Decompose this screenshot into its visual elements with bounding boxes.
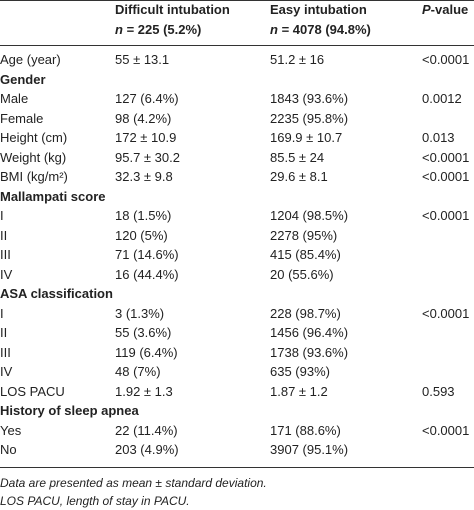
cell-difficult: 55 (3.6%)	[115, 325, 172, 340]
cell-easy: 228 (98.7%)	[270, 305, 341, 321]
table-row: I 3 (1.3%) 228 (98.7%) <0.0001	[0, 304, 474, 324]
section-label: Gender	[0, 71, 46, 87]
section-label: Mallampati score	[0, 188, 106, 204]
cell-easy: 169.9 ± 10.7	[270, 130, 343, 145]
cell-difficult: 98 (4.2%)	[115, 110, 172, 126]
cell-difficult: 71 (14.6%)	[115, 247, 179, 262]
cell-p-value: <0.0001	[422, 169, 470, 184]
cell-easy: 1204 (98.5%)	[270, 208, 349, 223]
row-label: Age (year)	[0, 52, 61, 67]
cell-easy: 51.2 ± 16	[270, 52, 325, 67]
cell-easy: 85.5 ± 24	[270, 149, 325, 165]
cell-difficult: 3 (1.3%)	[115, 305, 165, 321]
cell-difficult: 18 (1.5%)	[115, 208, 172, 223]
header-easy-count: n = 4078 (94.8%)	[270, 22, 371, 37]
row-label: II	[0, 325, 8, 340]
header-difficult-title: Difficult intubation	[115, 2, 230, 17]
cell-p-value: <0.0001	[422, 305, 470, 321]
cell-easy: 20 (55.6%)	[270, 266, 334, 282]
table-row: Age (year) 55 ± 13.1 51.2 ± 16 <0.0001	[0, 50, 474, 70]
cell-easy: 1738 (93.6%)	[270, 344, 349, 360]
section-label: ASA classification	[0, 286, 113, 301]
row-label: IV	[0, 266, 13, 282]
table-row: II 55 (3.6%) 1456 (96.4%)	[0, 323, 474, 343]
row-label: IV	[0, 364, 13, 379]
table-row: Male 127 (6.4%) 1843 (93.6%) 0.0012	[0, 89, 474, 109]
cell-difficult: 16 (44.4%)	[115, 266, 179, 282]
cell-p-value: 0.013	[422, 130, 455, 145]
cell-easy: 2278 (95%)	[270, 227, 338, 243]
cell-difficult: 119 (6.4%)	[115, 344, 178, 360]
row-label: Height (cm)	[0, 130, 68, 145]
row-label: LOS PACU	[0, 383, 65, 399]
cell-difficult: 95.7 ± 30.2	[115, 149, 180, 165]
row-label: I	[0, 305, 4, 321]
table-row: IV 48 (7%) 635 (93%)	[0, 362, 474, 382]
header-bottom-rule	[0, 45, 474, 46]
row-label: II	[0, 227, 8, 243]
cell-difficult: 203 (4.9%)	[115, 442, 179, 457]
section-header-row: History of sleep apnea	[0, 401, 474, 421]
section-header-row: ASA classification	[0, 284, 474, 304]
table-row: I 18 (1.5%) 1204 (98.5%) <0.0001	[0, 206, 474, 226]
header-easy-intubation: Easy intubation n = 4078 (94.8%)	[270, 0, 371, 40]
table-row: Weight (kg) 95.7 ± 30.2 85.5 ± 24 <0.0001	[0, 148, 474, 168]
row-label: III	[0, 247, 11, 262]
cell-easy: 1.87 ± 1.2	[270, 383, 328, 399]
cell-easy: 2235 (95.8%)	[270, 110, 349, 126]
cell-difficult: 1.92 ± 1.3	[115, 383, 173, 399]
header-easy-title: Easy intubation	[270, 2, 367, 17]
cell-easy: 1456 (96.4%)	[270, 325, 349, 340]
table-row: BMI (kg/m²) 32.3 ± 9.8 29.6 ± 8.1 <0.0001	[0, 167, 474, 187]
cell-easy: 171 (88.6%)	[270, 422, 341, 438]
table-row: III 119 (6.4%) 1738 (93.6%)	[0, 343, 474, 363]
cell-difficult: 55 ± 13.1	[115, 52, 170, 67]
table-row: Height (cm) 172 ± 10.9 169.9 ± 10.7 0.013	[0, 128, 474, 148]
table-row: III 71 (14.6%) 415 (85.4%)	[0, 245, 474, 265]
cell-difficult: 127 (6.4%)	[115, 91, 179, 106]
row-label: III	[0, 344, 11, 360]
table-row: Female 98 (4.2%) 2235 (95.8%)	[0, 109, 474, 129]
cell-easy: 3907 (95.1%)	[270, 442, 349, 457]
cell-p-value: <0.0001	[422, 422, 470, 438]
row-label: Weight (kg)	[0, 149, 67, 165]
cell-easy: 29.6 ± 8.1	[270, 169, 328, 184]
cell-easy: 415 (85.4%)	[270, 247, 341, 262]
table-row: II 120 (5%) 2278 (95%)	[0, 226, 474, 246]
cell-p-value: <0.0001	[422, 52, 470, 67]
cell-difficult: 48 (7%)	[115, 364, 161, 379]
footnote-mean-sd: Data are presented as mean ± standard de…	[0, 476, 267, 490]
row-label: BMI (kg/m²)	[0, 169, 68, 184]
cell-p-value: <0.0001	[422, 149, 470, 165]
row-label: I	[0, 208, 4, 223]
table-row: No 203 (4.9%) 3907 (95.1%)	[0, 440, 474, 460]
table-top-rule	[0, 0, 474, 1]
row-label: Female	[0, 110, 44, 126]
footnote-los-pacu: LOS PACU, length of stay in PACU.	[0, 494, 190, 508]
table-row: IV 16 (44.4%) 20 (55.6%)	[0, 265, 474, 285]
header-difficult-intubation: Difficult intubation n = 225 (5.2%)	[115, 0, 230, 40]
header-p-value: P-value	[422, 2, 469, 17]
cell-difficult: 120 (5%)	[115, 227, 168, 243]
table-row: Yes 22 (11.4%) 171 (88.6%) <0.0001	[0, 421, 474, 441]
section-label: History of sleep apnea	[0, 403, 139, 418]
cell-easy: 635 (93%)	[270, 364, 330, 379]
table-bottom-rule	[0, 467, 474, 468]
cell-p-value: <0.0001	[422, 208, 470, 223]
table-row: LOS PACU 1.92 ± 1.3 1.87 ± 1.2 0.593	[0, 382, 474, 402]
cell-difficult: 22 (11.4%)	[115, 422, 178, 438]
section-header-row: Gender	[0, 70, 474, 90]
row-label: Yes	[0, 422, 22, 438]
section-header-row: Mallampati score	[0, 187, 474, 207]
row-label: Male	[0, 91, 29, 106]
cell-easy: 1843 (93.6%)	[270, 91, 349, 106]
cell-p-value: 0.593	[422, 383, 455, 399]
cell-difficult: 172 ± 10.9	[115, 130, 177, 145]
cell-p-value: 0.0012	[422, 91, 462, 106]
row-label: No	[0, 442, 17, 457]
header-difficult-count: n = 225 (5.2%)	[115, 22, 202, 37]
cell-difficult: 32.3 ± 9.8	[115, 169, 173, 184]
